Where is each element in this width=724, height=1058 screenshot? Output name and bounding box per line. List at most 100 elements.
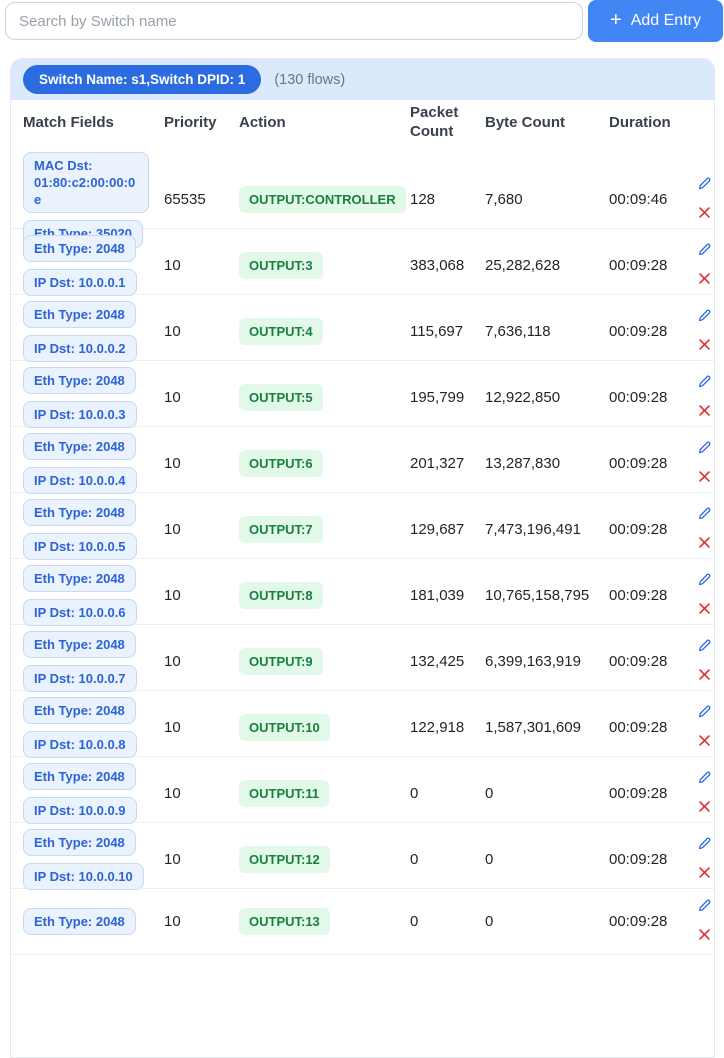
edit-flow-button[interactable] xyxy=(697,639,712,655)
row-actions xyxy=(697,757,712,830)
priority-cell: 10 xyxy=(164,719,181,737)
duration-cell: 00:09:28 xyxy=(609,913,668,930)
edit-flow-button[interactable] xyxy=(697,837,712,853)
match-field-badge: Eth Type: 2048 xyxy=(23,631,136,659)
pencil-icon xyxy=(698,573,711,589)
priority-cell: 10 xyxy=(164,653,181,671)
edit-flow-button[interactable] xyxy=(697,177,712,193)
priority-cell: 10 xyxy=(164,785,181,803)
delete-flow-button[interactable] xyxy=(697,669,712,684)
header-priority: Priority xyxy=(164,113,217,131)
plus-icon: + xyxy=(610,9,622,31)
packet-count-cell: 0 xyxy=(410,785,419,803)
pencil-icon xyxy=(698,243,711,259)
match-fields-cell: Eth Type: 2048 IP Dst: 10.0.0.7 xyxy=(23,625,164,698)
action-badge: OUTPUT:9 xyxy=(239,648,323,676)
edit-flow-button[interactable] xyxy=(697,507,712,523)
flow-row: Eth Type: 2048 IP Dst: 10.0.0.2 10 OUTPUT:4… xyxy=(11,295,714,363)
delete-flow-button[interactable] xyxy=(697,207,712,222)
row-actions xyxy=(697,361,712,434)
match-fields-cell: Eth Type: 2048 IP Dst: 10.0.0.3 xyxy=(23,361,164,434)
switch-header-panel: Switch Name: s1,Switch DPID: 1 (130 flow… xyxy=(11,59,714,100)
row-actions xyxy=(697,691,712,764)
match-field-badge: Eth Type: 2048 xyxy=(23,565,136,593)
action-cell: OUTPUT:8 xyxy=(239,582,410,610)
edit-flow-button[interactable] xyxy=(697,375,712,391)
match-field-badge: IP Dst: 10.0.0.5 xyxy=(23,533,137,561)
pencil-icon xyxy=(698,441,711,457)
packet-count-cell: 128 xyxy=(410,191,436,209)
action-badge: OUTPUT:13 xyxy=(239,908,330,935)
x-icon xyxy=(698,800,711,816)
header-match-fields: Match Fields xyxy=(23,113,114,131)
x-icon xyxy=(698,272,711,288)
flow-row: Eth Type: 2048 IP Dst: 10.0.0.5 10 OUTPUT:7… xyxy=(11,493,714,561)
delete-flow-button[interactable] xyxy=(697,603,712,618)
match-field-badge: IP Dst: 10.0.0.9 xyxy=(23,797,137,825)
pencil-icon xyxy=(698,639,711,655)
priority-cell: 65535 xyxy=(164,191,206,209)
delete-flow-button[interactable] xyxy=(697,929,712,944)
byte-count-cell: 1,587,301,609 xyxy=(485,719,581,737)
match-field-badge: IP Dst: 10.0.0.4 xyxy=(23,467,137,495)
packet-count-cell: 122,918 xyxy=(410,719,465,737)
delete-flow-button[interactable] xyxy=(697,471,712,486)
search-input[interactable] xyxy=(5,2,583,40)
duration-cell: 00:09:28 xyxy=(609,323,668,341)
flow-row: Eth Type: 2048 IP Dst: 10.0.0.7 10 OUTPUT:9… xyxy=(11,625,714,693)
action-cell: OUTPUT:13 xyxy=(239,908,410,935)
match-fields-cell: Eth Type: 2048 IP Dst: 10.0.0.1 xyxy=(23,229,164,302)
add-entry-label: Add Entry xyxy=(630,12,701,29)
match-field-badge: IP Dst: 10.0.0.7 xyxy=(23,665,137,693)
delete-flow-button[interactable] xyxy=(697,867,712,882)
match-field-badge: MAC Dst: 01:80:c2:00:00:0e xyxy=(23,152,149,214)
delete-flow-button[interactable] xyxy=(697,537,712,552)
duration-cell: 00:09:28 xyxy=(609,719,668,737)
match-field-badge: IP Dst: 10.0.0.6 xyxy=(23,599,137,627)
delete-flow-button[interactable] xyxy=(697,801,712,816)
priority-cell: 10 xyxy=(164,257,181,275)
delete-flow-button[interactable] xyxy=(697,273,712,288)
match-field-badge: IP Dst: 10.0.0.10 xyxy=(23,863,144,891)
delete-flow-button[interactable] xyxy=(697,405,712,420)
x-icon xyxy=(698,470,711,486)
switch-name-badge[interactable]: Switch Name: s1,Switch DPID: 1 xyxy=(23,65,262,94)
pencil-icon xyxy=(698,375,711,391)
match-fields-cell: Eth Type: 2048 IP Dst: 10.0.0.4 xyxy=(23,427,164,500)
x-icon xyxy=(698,536,711,552)
duration-cell: 00:09:28 xyxy=(609,455,668,473)
match-fields-cell: Eth Type: 2048 IP Dst: 10.0.0.5 xyxy=(23,493,164,566)
packet-count-cell: 0 xyxy=(410,851,419,869)
action-badge: OUTPUT:11 xyxy=(239,780,330,808)
packet-count-cell: 132,425 xyxy=(410,653,465,671)
row-actions xyxy=(697,427,712,500)
match-field-badge: Eth Type: 2048 xyxy=(23,301,136,329)
delete-flow-button[interactable] xyxy=(697,339,712,354)
pencil-icon xyxy=(698,899,711,915)
duration-cell: 00:09:28 xyxy=(609,389,668,407)
edit-flow-button[interactable] xyxy=(697,573,712,589)
priority-cell: 10 xyxy=(164,521,181,539)
duration-cell: 00:09:28 xyxy=(609,851,668,869)
row-actions xyxy=(697,823,712,896)
edit-flow-button[interactable] xyxy=(697,705,712,721)
byte-count-cell: 6,399,163,919 xyxy=(485,653,581,671)
x-icon xyxy=(698,404,711,420)
edit-flow-button[interactable] xyxy=(697,899,712,915)
pencil-icon xyxy=(698,837,711,853)
match-field-badge: IP Dst: 10.0.0.1 xyxy=(23,269,137,297)
edit-flow-button[interactable] xyxy=(697,771,712,787)
edit-flow-button[interactable] xyxy=(697,243,712,259)
flow-table-body: MAC Dst: 01:80:c2:00:00:0e Eth Type: 3502… xyxy=(11,146,714,955)
duration-cell: 00:09:28 xyxy=(609,521,668,539)
edit-flow-button[interactable] xyxy=(697,441,712,457)
match-field-badge: Eth Type: 2048 xyxy=(23,433,136,461)
add-entry-button[interactable]: + Add Entry xyxy=(588,0,723,42)
match-field-badge: IP Dst: 10.0.0.3 xyxy=(23,401,137,429)
action-cell: OUTPUT:4 xyxy=(239,318,410,346)
x-icon xyxy=(698,866,711,882)
action-badge: OUTPUT:10 xyxy=(239,714,330,742)
edit-flow-button[interactable] xyxy=(697,309,712,325)
row-actions xyxy=(697,625,712,698)
delete-flow-button[interactable] xyxy=(697,735,712,750)
